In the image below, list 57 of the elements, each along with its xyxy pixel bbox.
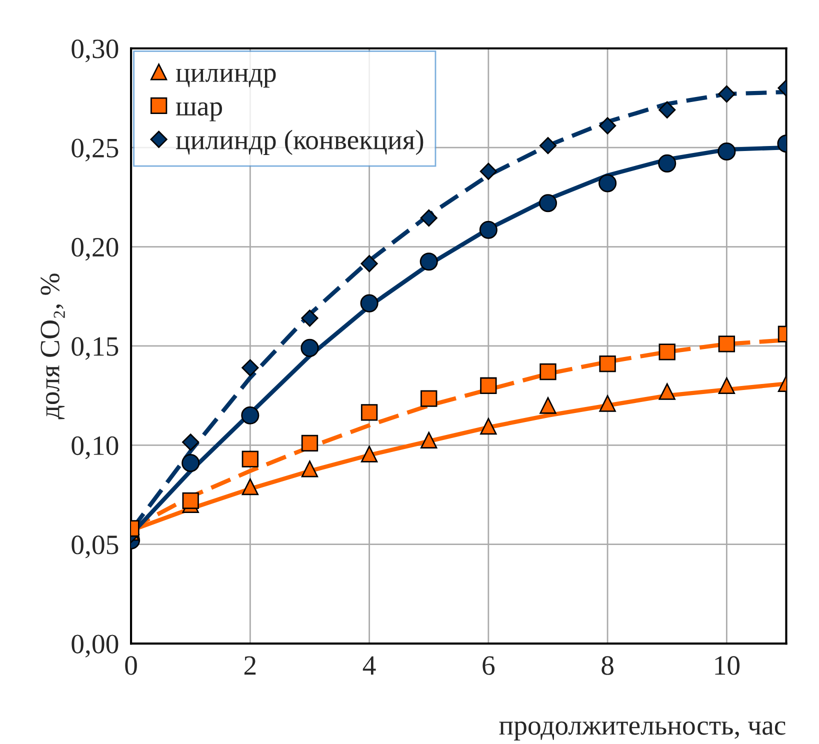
point [480,162,497,180]
point [599,395,616,412]
point [182,434,200,451]
point [480,377,497,394]
x-axis-title: продолжительность, час [499,721,786,740]
y-tick-label: 0,00 [72,634,118,658]
x-tick-label: 4 [362,656,376,675]
x-tick-label: 10 [715,656,740,675]
point [718,336,736,352]
point [300,338,319,357]
y-axis-title: доля CO₂, % [40,274,65,420]
point [718,85,736,103]
point [301,460,318,478]
legend-label: цилиндр [176,68,276,88]
legend-label: цилиндр (конвекция) [176,130,424,155]
point [182,492,199,510]
point [241,406,260,424]
y-tick-label: 0,15 [72,337,118,360]
point [718,142,736,161]
point [242,450,258,468]
point [658,154,676,172]
y-tick-label: 0,05 [72,536,118,558]
y-tick-label: 0,30 [72,40,118,62]
point [480,418,497,435]
point [539,137,557,154]
point [598,174,617,192]
point [360,446,378,462]
point [182,454,200,472]
y-tick-label: 0,25 [72,138,118,162]
point [479,220,498,239]
x-tick-label: 8 [602,656,614,675]
point [301,310,318,327]
point [658,383,676,400]
x-tick-label: 0 [125,656,137,675]
point [360,294,378,312]
x-tick-label: 6 [482,656,495,675]
point [360,255,378,272]
point [538,194,558,212]
point [658,101,676,118]
y-tick-label: 0,20 [72,238,118,261]
point [360,404,378,421]
y-tick-label: 0,10 [72,436,118,460]
legend-label: шар [176,102,222,122]
point [540,363,556,380]
point [718,377,736,394]
point [598,117,616,134]
point [599,355,616,372]
point [301,434,318,452]
point [242,359,259,376]
point [420,209,438,227]
point [242,478,258,496]
point [420,390,438,407]
point [658,344,676,360]
x-tick-label: 2 [244,656,256,675]
point [420,432,438,449]
point [540,397,556,414]
point [420,252,438,271]
